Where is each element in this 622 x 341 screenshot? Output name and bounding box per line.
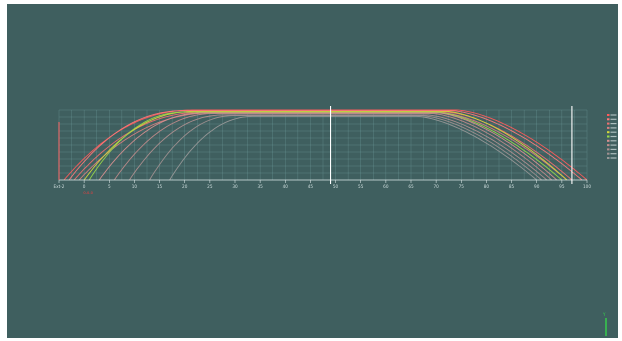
axis-tick-label: 25 bbox=[207, 184, 213, 189]
y-axis-glyph: Y bbox=[602, 312, 606, 317]
axis-tick-label: 95 bbox=[559, 184, 565, 189]
axis-triad-icon: Y bbox=[602, 312, 607, 336]
legend-entry-text bbox=[610, 131, 617, 133]
axis-tick-label: 55 bbox=[358, 184, 364, 189]
axis-tick-label: 65 bbox=[408, 184, 414, 189]
legend-entry-text bbox=[610, 118, 617, 120]
axis-tick-label: 90 bbox=[534, 184, 540, 189]
grid bbox=[58, 109, 588, 181]
axis-tick-label: 40 bbox=[283, 184, 289, 189]
axis-tick-label: 100 bbox=[583, 184, 591, 189]
curve-editor-viewport[interactable]: Ext-2 0 5 10 15 20 25 30 35 40 45 50 55 60 65 70 75 80 85 9… bbox=[7, 4, 618, 338]
axis-tick-label: 70 bbox=[433, 184, 439, 189]
legend-entry-text bbox=[610, 153, 617, 155]
axis-tick-label: 50 bbox=[333, 184, 339, 189]
legend-entry-text bbox=[610, 123, 617, 125]
curve-1 bbox=[63, 109, 588, 181]
start-marker-label: 0-0-0 bbox=[83, 191, 93, 195]
axis-tick-label: 15 bbox=[157, 184, 163, 189]
curve-legend bbox=[607, 114, 617, 159]
legend-entry-text bbox=[610, 140, 617, 142]
legend-swatch bbox=[607, 152, 610, 155]
curves bbox=[63, 109, 588, 181]
legend-entry-text bbox=[610, 148, 617, 150]
legend-swatch bbox=[607, 139, 610, 142]
curve-8 bbox=[113, 113, 553, 181]
axis-tick-label: 0 bbox=[83, 184, 86, 189]
curve-5 bbox=[83, 110, 568, 181]
axis-tick-label: 45 bbox=[308, 184, 314, 189]
legend-swatch bbox=[607, 122, 610, 125]
legend-swatch bbox=[607, 114, 610, 116]
curve-7 bbox=[98, 112, 558, 181]
legend-entry-text bbox=[610, 114, 617, 116]
legend-swatch bbox=[607, 157, 610, 159]
legend-swatch bbox=[607, 148, 610, 151]
curve-11 bbox=[169, 115, 537, 181]
curve-9 bbox=[129, 114, 548, 181]
axis-tick-label: Ext-2 bbox=[54, 184, 65, 189]
legend-entry-text bbox=[610, 127, 617, 129]
curve-2 bbox=[68, 110, 583, 181]
legend-swatch bbox=[607, 126, 610, 129]
axis-tick-label: 10 bbox=[132, 184, 138, 189]
legend-entry-text bbox=[610, 157, 617, 159]
time-markers[interactable] bbox=[329, 106, 573, 184]
legend-swatch bbox=[607, 118, 610, 121]
legend-swatch bbox=[607, 144, 610, 147]
curve-panel[interactable]: Ext-2 0 5 10 15 20 25 30 35 40 45 50 55 60 65 70 75 80 85 9… bbox=[7, 4, 618, 338]
legend-swatch bbox=[607, 135, 610, 138]
axis-tick-label: 80 bbox=[484, 184, 490, 189]
legend-entry-text bbox=[610, 135, 617, 138]
axis-tick-label: 20 bbox=[182, 184, 188, 189]
axis-tick-label: 60 bbox=[383, 184, 389, 189]
axis-tick-label: 5 bbox=[108, 184, 111, 189]
axis-tick-label: 35 bbox=[257, 184, 263, 189]
legend-swatch bbox=[607, 131, 610, 134]
curve-6 bbox=[88, 111, 563, 181]
axis-tick-label: 30 bbox=[232, 184, 238, 189]
legend-entry-text bbox=[610, 144, 617, 146]
axis-tick-label: 85 bbox=[509, 184, 515, 189]
curve-10 bbox=[149, 115, 542, 181]
axis-tick-label: 75 bbox=[459, 184, 465, 189]
time-axis: Ext-2 0 5 10 15 20 25 30 35 40 45 50 55 60 65 70 75 80 85 9… bbox=[54, 122, 591, 195]
